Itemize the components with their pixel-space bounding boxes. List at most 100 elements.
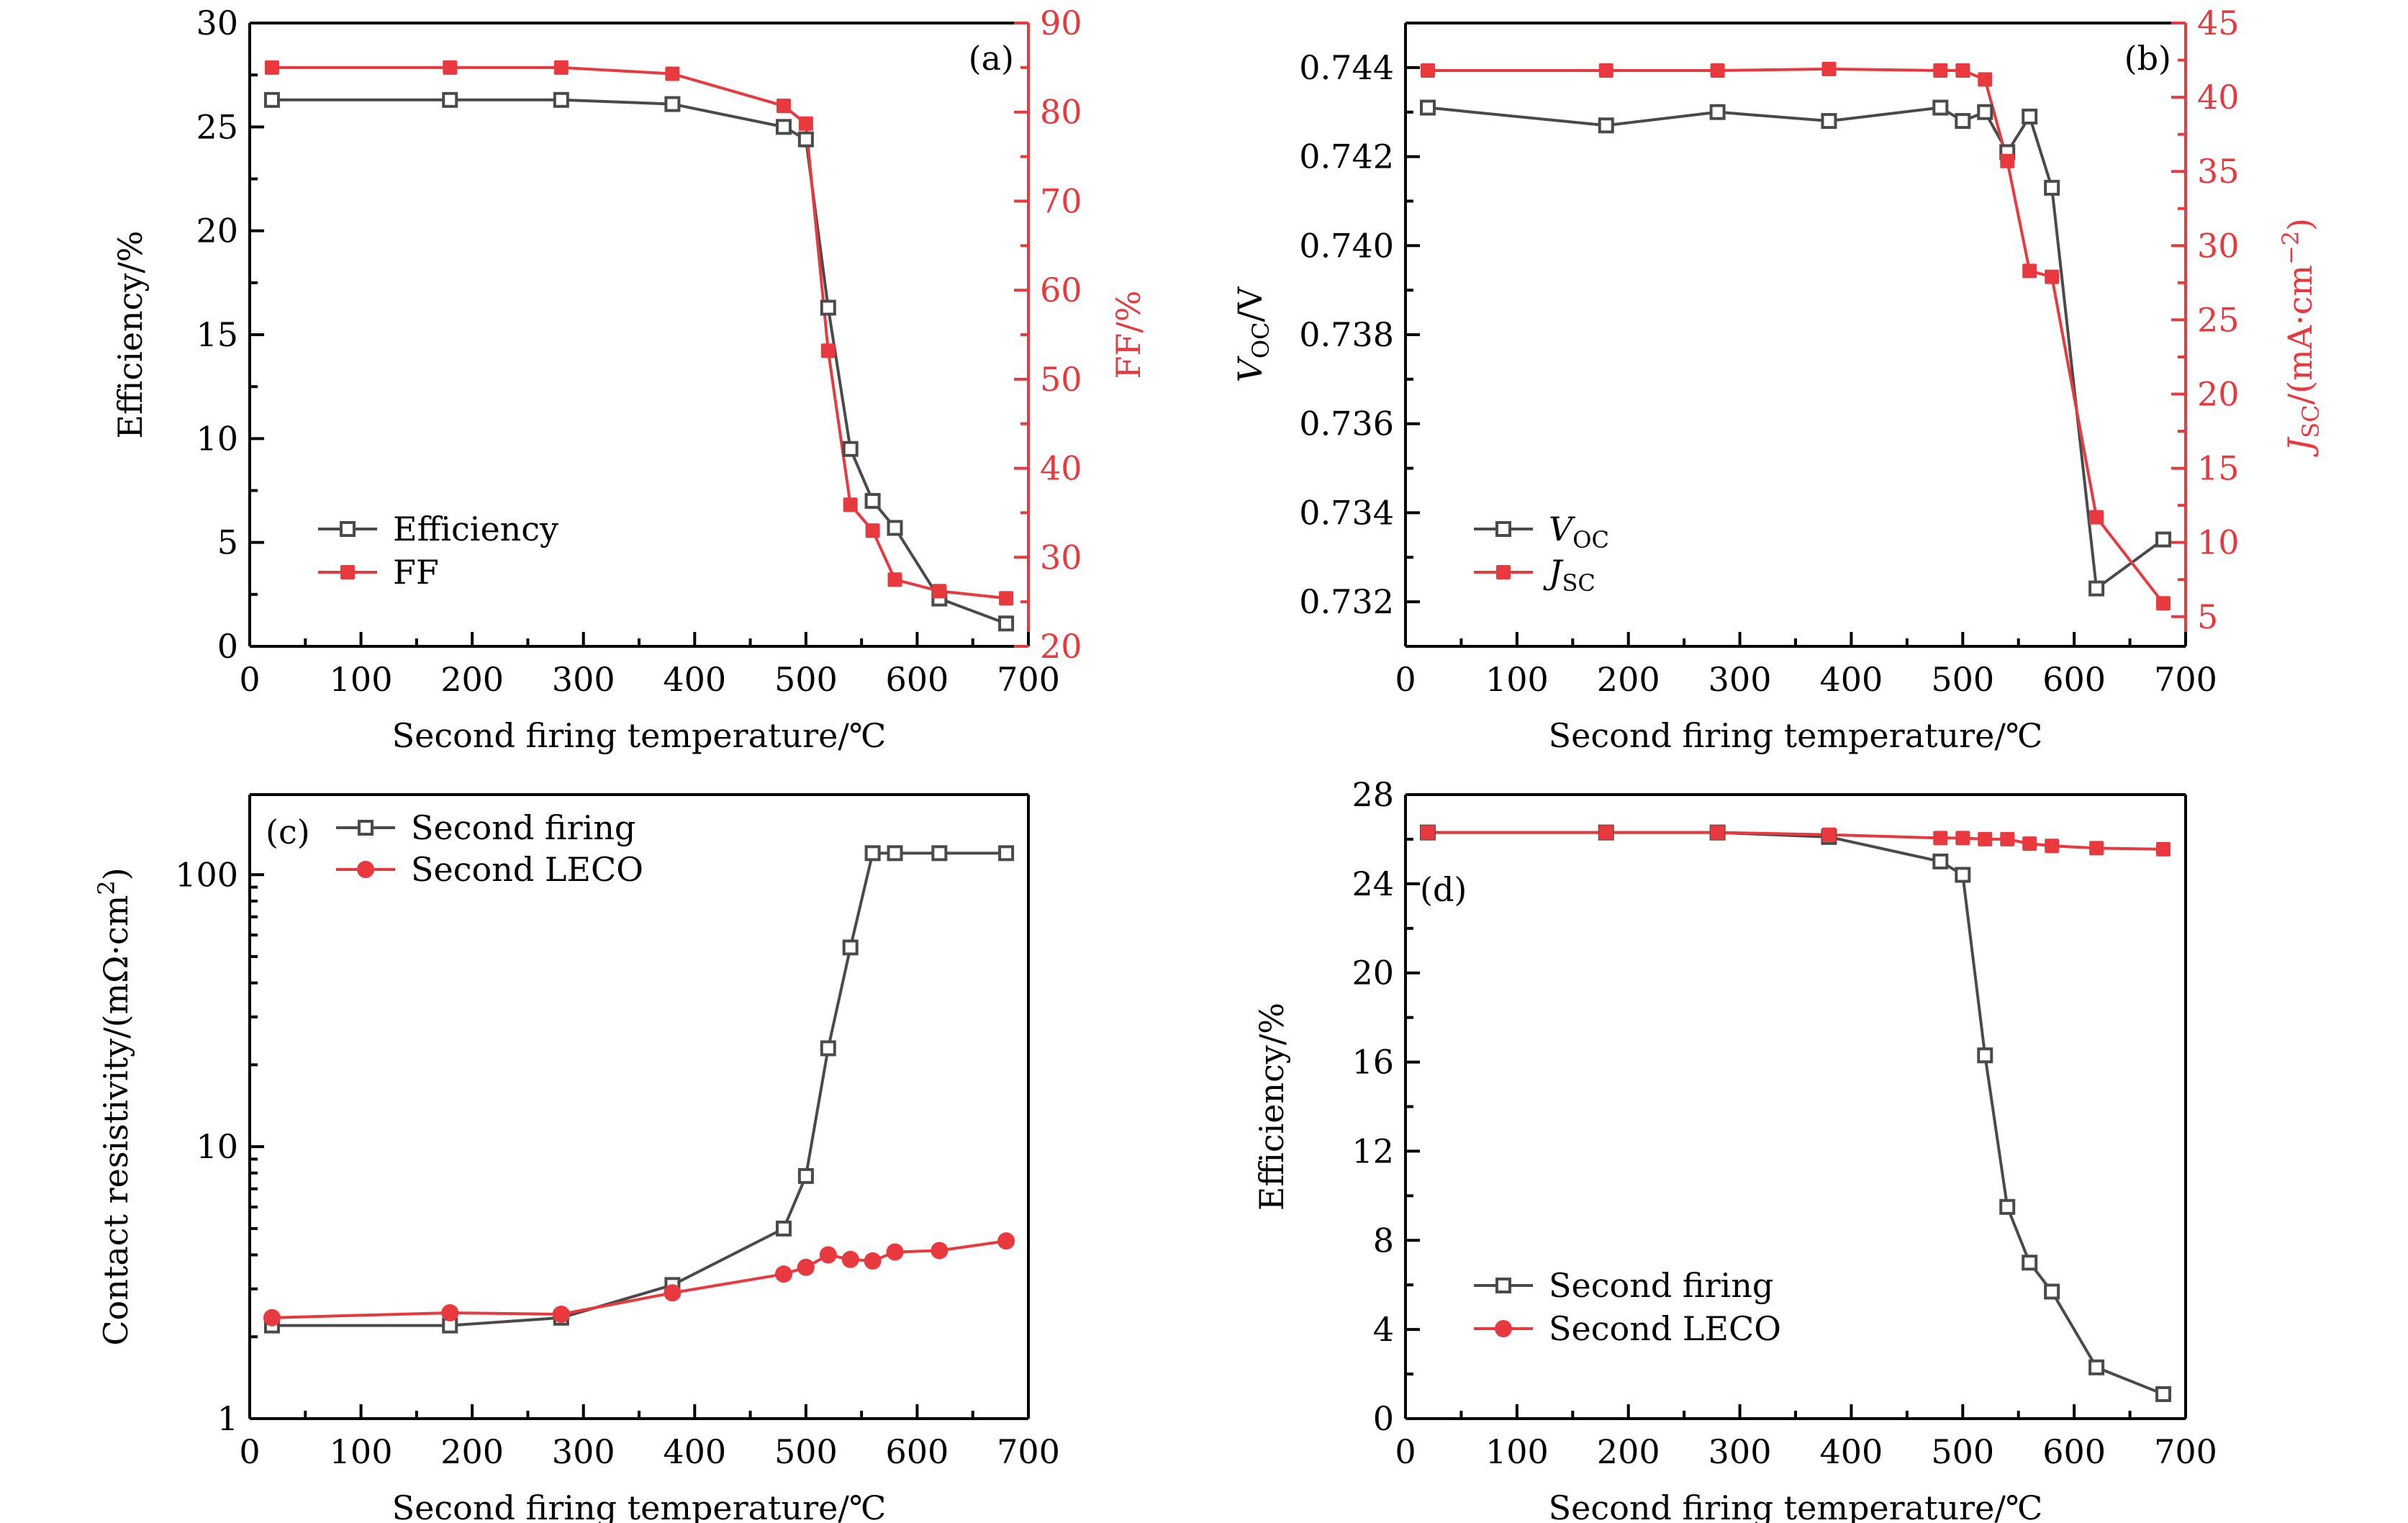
y-tick-label: 10 xyxy=(196,419,238,458)
data-point xyxy=(1978,72,1993,87)
data-point xyxy=(1710,63,1725,78)
x-tick-label: 200 xyxy=(1597,660,1660,699)
legend-label-symbol: V xyxy=(1549,510,1576,548)
y-tick-label: 0 xyxy=(217,627,238,666)
y-axis-title-end: ) xyxy=(96,867,135,880)
data-point xyxy=(1955,867,1971,883)
legend-item: Second firing xyxy=(336,808,635,847)
data-point xyxy=(263,91,280,108)
data-point xyxy=(932,584,947,599)
legend: Efficiency FF xyxy=(318,510,558,592)
data-point xyxy=(553,60,569,75)
x-tick-label: 200 xyxy=(440,1432,504,1471)
x-tick-label: 400 xyxy=(1820,660,1883,699)
x-tick-label: 0 xyxy=(1395,1432,1416,1471)
data-point xyxy=(842,440,859,457)
data-point xyxy=(1933,831,1948,846)
x-tick-label: 400 xyxy=(663,660,726,699)
data-point xyxy=(1598,825,1613,840)
legend-marker-icon xyxy=(1496,565,1511,579)
y2-axis-title-end: ) xyxy=(2281,218,2319,231)
data-point xyxy=(2089,841,2104,856)
x-tick-label: 600 xyxy=(2042,1432,2106,1471)
y2-tick-label: 10 xyxy=(2197,523,2240,562)
y2-axis-title-subscript: SC xyxy=(2297,405,2325,438)
data-point xyxy=(2088,580,2105,597)
data-point xyxy=(998,845,1015,862)
data-point xyxy=(2155,531,2172,548)
y-tick-label: 20 xyxy=(196,212,238,250)
data-point xyxy=(2045,839,2060,854)
y-tick-label: 0.732 xyxy=(1299,582,1394,621)
x-axis-title: Second firing temperature/℃ xyxy=(1549,716,2043,755)
x-tick-label: 500 xyxy=(1931,1432,1994,1471)
data-point xyxy=(553,91,569,108)
legend-marker-icon xyxy=(358,820,374,836)
y2-tick-label: 15 xyxy=(2197,449,2240,488)
legend-marker-icon xyxy=(1495,1278,1511,1293)
data-point xyxy=(864,492,881,509)
data-point xyxy=(775,1220,792,1237)
data-point xyxy=(931,845,948,862)
y-tick-label: 0.744 xyxy=(1299,48,1394,87)
y-tick-label: 0 xyxy=(1373,1399,1394,1438)
data-point xyxy=(797,131,814,148)
y2-tick-label: 20 xyxy=(1040,627,1082,666)
x-tick-label: 400 xyxy=(1820,1432,1883,1471)
x-tick-label: 100 xyxy=(1485,660,1549,699)
legend-marker-icon xyxy=(340,565,355,579)
data-point xyxy=(886,1243,904,1261)
data-point xyxy=(1709,104,1726,120)
y-tick-label: 0.736 xyxy=(1299,405,1394,443)
x-tick-label: 100 xyxy=(1485,1432,1549,1471)
data-point xyxy=(2022,108,2038,125)
data-point xyxy=(441,1303,459,1321)
x-tick-label: 300 xyxy=(552,660,615,699)
y-axis-title: VOC/V xyxy=(1231,286,1275,382)
series-markers-second-firing xyxy=(263,845,1015,1334)
y2-tick-label: 60 xyxy=(1040,271,1082,309)
x-tick-label: 0 xyxy=(239,1432,260,1471)
legend-label: Efficiency xyxy=(393,510,558,548)
legend: Second firing Second LECO xyxy=(1474,1266,1781,1348)
data-point xyxy=(1419,99,1436,116)
panel-label: (a) xyxy=(969,39,1014,78)
series-markers-second-leco xyxy=(263,1232,1015,1327)
data-point xyxy=(797,1167,814,1184)
panel-c: 0 100 200 300 400 500 600 700 1 10 100 Second firin… xyxy=(93,793,1060,1523)
y-tick-label: 0.734 xyxy=(1299,493,1394,532)
series-markers-v-oc xyxy=(1419,99,2172,597)
data-point xyxy=(665,66,680,81)
data-point xyxy=(664,1284,682,1302)
data-point xyxy=(820,1040,836,1057)
y-tick-label: 8 xyxy=(1373,1221,1394,1260)
series-line-second-leco xyxy=(1427,831,2164,851)
x-tick-label: 700 xyxy=(2154,660,2217,699)
series-markers-j-sc xyxy=(1420,61,2171,611)
x-tick-label: 700 xyxy=(997,1432,1060,1471)
data-point xyxy=(442,91,458,108)
y-tick-label: 1 xyxy=(217,1399,238,1438)
y2-tick-label: 45 xyxy=(2197,4,2240,42)
data-point xyxy=(842,939,859,956)
data-point xyxy=(775,119,792,135)
data-point xyxy=(2022,1255,2038,1271)
legend-label: JSC xyxy=(1543,553,1595,597)
x-axis-title: Second firing temperature/℃ xyxy=(392,716,887,755)
data-point xyxy=(798,116,813,131)
data-point xyxy=(999,591,1014,606)
y2-tick-label: 35 xyxy=(2197,152,2240,191)
y-axis-title-subscript: OC xyxy=(1247,322,1275,358)
data-point xyxy=(2044,179,2060,196)
data-point xyxy=(2156,841,2171,857)
y2-tick-label: 90 xyxy=(1040,4,1082,42)
x-axis-title: Second firing temperature/℃ xyxy=(1549,1488,2043,1523)
panel-label: (d) xyxy=(1420,870,1467,909)
data-point xyxy=(1955,63,1970,78)
data-point xyxy=(1932,99,1949,116)
legend-label-symbol: J xyxy=(1543,553,1564,592)
data-point xyxy=(843,497,858,512)
x-tick-label: 500 xyxy=(1931,660,1994,699)
y-axis-title: Efficiency/% xyxy=(111,230,150,438)
